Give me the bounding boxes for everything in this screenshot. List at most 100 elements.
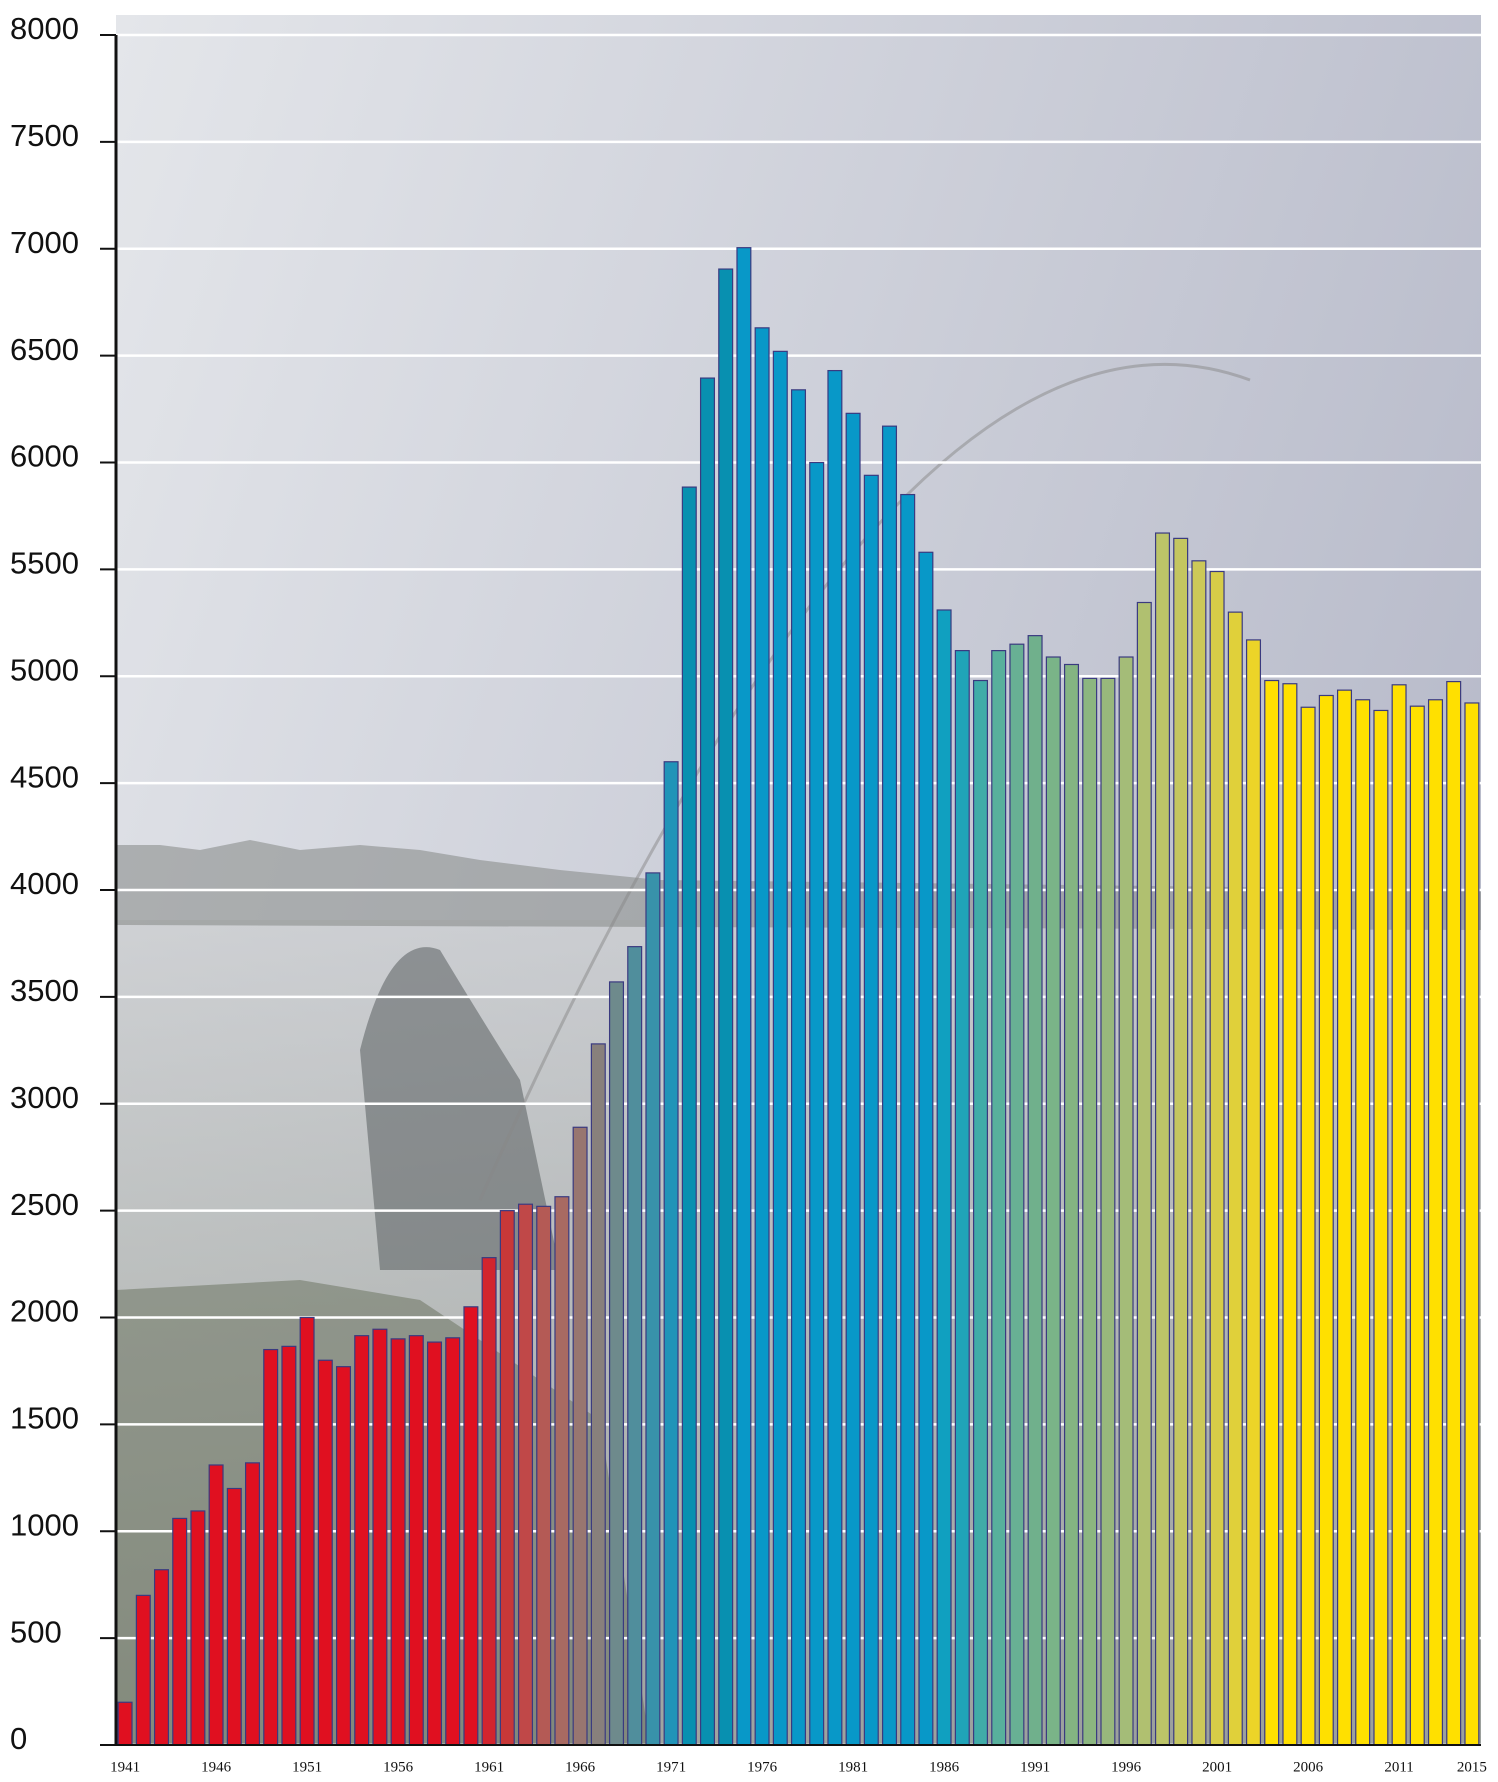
bar xyxy=(537,1206,551,1745)
x-tick-label: 1966 xyxy=(565,1759,596,1775)
x-tick-label: 2015 xyxy=(1457,1759,1487,1775)
bar xyxy=(1028,636,1042,1745)
bar xyxy=(737,248,751,1745)
bar xyxy=(992,651,1006,1745)
y-tick-label: 6000 xyxy=(10,439,79,474)
bar xyxy=(864,475,878,1745)
bar xyxy=(1301,707,1315,1745)
bar xyxy=(664,762,678,1745)
bar xyxy=(1101,678,1115,1745)
y-tick-label: 4000 xyxy=(10,866,79,901)
bar xyxy=(1356,700,1370,1745)
bar xyxy=(300,1318,314,1746)
bar xyxy=(337,1367,351,1745)
bar xyxy=(682,487,696,1745)
bar xyxy=(974,681,988,1745)
x-tick-label: 1941 xyxy=(110,1759,140,1775)
bar xyxy=(428,1342,442,1745)
y-tick-label: 1000 xyxy=(10,1507,79,1542)
bar xyxy=(391,1339,405,1745)
y-tick-label: 500 xyxy=(10,1614,62,1649)
bar xyxy=(1137,603,1151,1745)
bar xyxy=(464,1307,478,1745)
x-tick-label: 2011 xyxy=(1384,1759,1413,1775)
bar xyxy=(155,1570,169,1745)
bar xyxy=(1319,695,1333,1745)
x-tick-label: 1981 xyxy=(838,1759,868,1775)
bar xyxy=(901,495,915,1745)
x-tick-label: 1961 xyxy=(474,1759,504,1775)
bar xyxy=(373,1329,387,1745)
y-tick-label: 0 xyxy=(10,1721,27,1756)
bar xyxy=(1083,678,1097,1745)
bar xyxy=(1010,644,1024,1745)
y-tick-label: 8000 xyxy=(10,11,79,46)
bar xyxy=(719,269,733,1745)
y-tick-label: 7500 xyxy=(10,118,79,153)
y-tick-label: 3500 xyxy=(10,973,79,1008)
bar xyxy=(792,390,806,1745)
bar xyxy=(264,1350,278,1745)
bar xyxy=(591,1044,605,1745)
bar xyxy=(191,1511,205,1745)
bar xyxy=(1465,703,1479,1745)
bar xyxy=(1174,538,1188,1745)
bar xyxy=(136,1595,150,1745)
x-tick-label: 1976 xyxy=(747,1759,778,1775)
bar xyxy=(1210,572,1224,1745)
bar xyxy=(1228,612,1242,1745)
bar xyxy=(318,1360,332,1745)
bar xyxy=(573,1127,587,1745)
x-tick-label: 2006 xyxy=(1293,1759,1324,1775)
bar xyxy=(1265,681,1279,1745)
bar xyxy=(355,1336,369,1745)
bar xyxy=(610,982,624,1745)
x-tick-label: 1996 xyxy=(1111,1759,1142,1775)
bar xyxy=(883,426,897,1745)
bar xyxy=(1119,657,1133,1745)
bar xyxy=(209,1465,223,1745)
bar xyxy=(1447,682,1461,1745)
bar xyxy=(646,873,660,1745)
bar xyxy=(628,947,642,1745)
bar xyxy=(1283,684,1297,1745)
y-tick-label: 5000 xyxy=(10,652,79,687)
bar xyxy=(1156,533,1170,1745)
y-tick-label: 2500 xyxy=(10,1187,79,1222)
y-tick-label: 1500 xyxy=(10,1401,79,1436)
bar xyxy=(1046,657,1060,1745)
chart: 0 500 1000 1500 2000 2500 3000 3500 4000 4500 5000… xyxy=(0,0,1498,1782)
y-tick-label: 6500 xyxy=(10,332,79,367)
bar xyxy=(282,1346,296,1745)
bar xyxy=(919,552,933,1745)
bar xyxy=(1247,640,1261,1745)
bar xyxy=(173,1518,187,1745)
x-tick-label: 1946 xyxy=(201,1759,232,1775)
x-tick-label: 1956 xyxy=(383,1759,414,1775)
bar xyxy=(246,1463,260,1745)
x-tick-label: 1951 xyxy=(292,1759,322,1775)
bar xyxy=(1338,690,1352,1745)
bar xyxy=(937,610,951,1745)
bar xyxy=(1429,700,1443,1745)
bar xyxy=(500,1211,514,1745)
y-tick-label: 7000 xyxy=(10,225,79,260)
bar xyxy=(118,1702,132,1745)
x-tick-label: 1986 xyxy=(929,1759,960,1775)
bar xyxy=(1065,664,1079,1745)
bar xyxy=(755,328,769,1745)
bar xyxy=(446,1338,460,1745)
y-tick-label: 4500 xyxy=(10,759,79,794)
bar xyxy=(1410,706,1424,1745)
x-tick-label: 1991 xyxy=(1020,1759,1050,1775)
bar xyxy=(227,1489,241,1746)
bar xyxy=(1192,561,1206,1745)
y-tick-label: 3000 xyxy=(10,1080,79,1115)
bar xyxy=(810,463,824,1746)
bar xyxy=(846,413,860,1745)
y-tick-label: 2000 xyxy=(10,1294,79,1329)
bar xyxy=(482,1258,496,1745)
bar xyxy=(1374,710,1388,1745)
bar xyxy=(955,651,969,1745)
bar xyxy=(701,378,715,1745)
